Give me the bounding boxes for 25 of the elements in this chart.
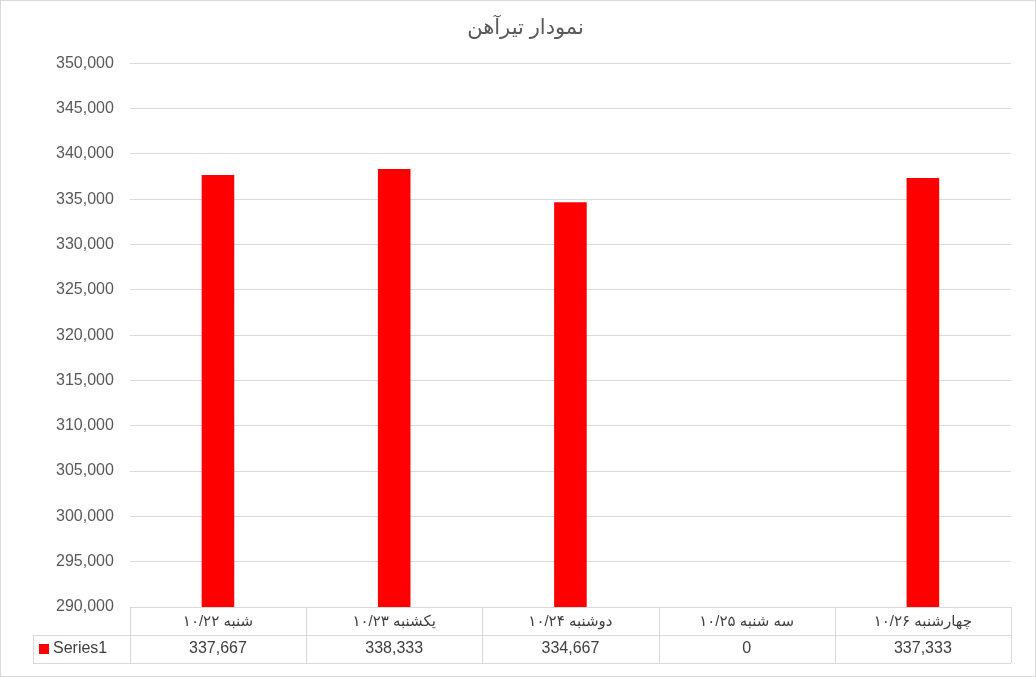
y-tick-label: 330,000 bbox=[55, 234, 114, 252]
y-tick-label: 340,000 bbox=[55, 144, 114, 162]
chart-title: نمودار تیرآهن bbox=[467, 14, 584, 40]
x-tick-label: دوشنبه ۱۰/۲۴ bbox=[528, 612, 613, 631]
legend-label: Series1 bbox=[53, 639, 108, 657]
text: 0 bbox=[742, 639, 752, 657]
y-tick-label: 300,000 bbox=[55, 506, 114, 524]
data-label: 334,667 bbox=[541, 639, 600, 657]
y-tick-label: 315,000 bbox=[55, 370, 114, 388]
y-tick-label: 345,000 bbox=[55, 98, 114, 116]
y-tick-label: 290,000 bbox=[55, 597, 114, 615]
y-tick-label: 325,000 bbox=[55, 280, 114, 298]
y-tick-label: 335,000 bbox=[55, 189, 114, 207]
x-tick-label: چهارشنبه ۱۰/۲۶ bbox=[873, 612, 973, 631]
y-tick-label: 320,000 bbox=[55, 325, 114, 343]
y-tick-label: 350,000 bbox=[55, 53, 114, 71]
y-tick-label: 305,000 bbox=[55, 461, 114, 479]
y-tick-label: 310,000 bbox=[55, 416, 114, 434]
x-tick-label: سه شنبه ۱۰/۲۵ bbox=[699, 612, 795, 630]
x-tick-label: شنبه ۱۰/۲۲ bbox=[182, 612, 254, 630]
x-tick-label: یکشنبه ۱۰/۲۳ bbox=[352, 612, 436, 630]
data-label: 338,333 bbox=[365, 639, 424, 657]
y-tick-label: 295,000 bbox=[55, 552, 114, 570]
data-label: 337,667 bbox=[189, 639, 247, 657]
data-label: 337,333 bbox=[893, 639, 952, 657]
